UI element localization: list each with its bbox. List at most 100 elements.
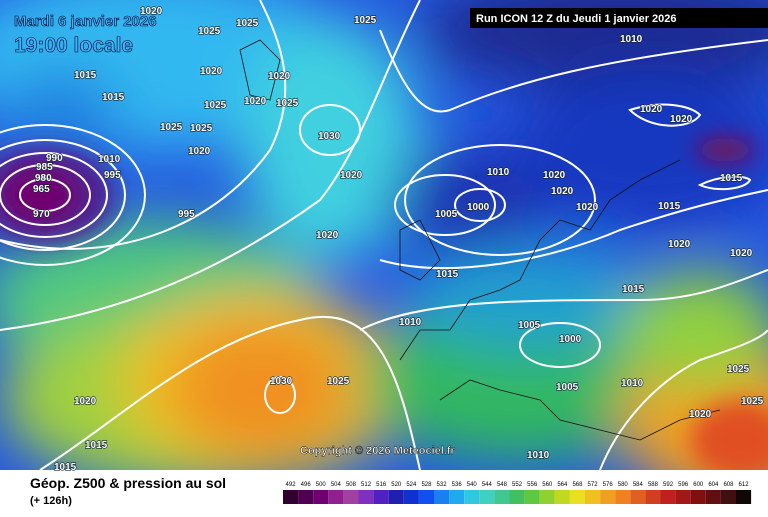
- isobar-label: 1020: [670, 114, 693, 125]
- scale-swatch: [479, 490, 495, 504]
- isobar-label: 1020: [543, 170, 566, 181]
- isobar-label: 1025: [727, 364, 750, 375]
- scale-label: 532: [437, 482, 448, 488]
- isobar-label: 1025: [741, 396, 764, 407]
- scale-swatch: [660, 490, 676, 504]
- scale-swatch: [509, 490, 525, 504]
- scale-swatch: [328, 490, 344, 504]
- scale-swatch: [449, 490, 465, 504]
- isobar-label: 1025: [327, 376, 350, 387]
- scale-label: 512: [361, 482, 372, 488]
- isobar-label: 1020: [730, 248, 753, 259]
- scale-swatch: [358, 490, 374, 504]
- scale-label: 580: [618, 482, 629, 488]
- scale-swatch: [403, 490, 419, 504]
- scale-label: 540: [467, 482, 478, 488]
- scale-label: 548: [497, 482, 508, 488]
- scale-label: 572: [588, 482, 599, 488]
- isobar-label: 980: [35, 173, 52, 184]
- isobar-label: 1010: [620, 34, 643, 45]
- scale-swatch: [690, 490, 706, 504]
- isobar-label: 1020: [140, 6, 163, 17]
- scale-label: 516: [376, 482, 387, 488]
- scale-swatch: [464, 490, 480, 504]
- isobar-label: 1025: [198, 26, 221, 37]
- isobar-label: 1015: [54, 462, 77, 473]
- scale-swatch: [494, 490, 510, 504]
- isobar-label: 1015: [436, 269, 459, 280]
- isobar-label: 1020: [668, 239, 691, 250]
- scale-label: 588: [648, 482, 659, 488]
- footer-lead: (+ 126h): [30, 495, 72, 507]
- scale-swatch: [283, 490, 299, 504]
- scale-swatch: [418, 490, 434, 504]
- scale-label: 536: [452, 482, 463, 488]
- scale-label: 600: [693, 482, 704, 488]
- coastlines: [239, 39, 721, 441]
- isobars: [0, 0, 768, 470]
- scale-label: 504: [331, 482, 342, 488]
- isobar-label: 1030: [318, 131, 341, 142]
- scale-label: 596: [678, 482, 689, 488]
- isobar-label: 1010: [621, 378, 644, 389]
- scale-swatch: [388, 490, 404, 504]
- scale-swatch: [630, 490, 646, 504]
- scale-swatch: [615, 490, 631, 504]
- isobar-label: 1025: [354, 15, 377, 26]
- isobar-label: 995: [104, 170, 121, 181]
- isobar-label: 1025: [204, 100, 227, 111]
- scale-swatch: [585, 490, 601, 504]
- isobar-label: 1010: [487, 167, 510, 178]
- time: 19:00 locale: [14, 34, 133, 57]
- isobar-label: 1010: [98, 154, 121, 165]
- isobar-label: 1020: [268, 71, 291, 82]
- isobar-label: 1025: [276, 98, 299, 109]
- isobar-label: 1015: [720, 173, 743, 184]
- scale-label: 552: [512, 482, 523, 488]
- scale-swatch: [554, 490, 570, 504]
- isobar-label: 1020: [640, 104, 663, 115]
- run: Run ICON 12 Z du Jeudi 1 janvier 2026: [476, 13, 677, 25]
- scale-swatch: [736, 490, 752, 504]
- scale-label: 592: [663, 482, 674, 488]
- scale-label: 524: [406, 482, 417, 488]
- isobar-label: 1000: [559, 334, 582, 345]
- isobar-label: 1025: [190, 123, 213, 134]
- scale-swatch: [705, 490, 721, 504]
- scale-swatch: [720, 490, 736, 504]
- isobar-label: 965: [33, 184, 50, 195]
- isobar-label: 1020: [340, 170, 363, 181]
- isobar-label: 1015: [74, 70, 97, 81]
- isobar-label: 1020: [200, 66, 223, 77]
- scale-swatch: [569, 490, 585, 504]
- isobar-label: 1020: [576, 202, 599, 213]
- scale-label: 556: [527, 482, 538, 488]
- scale-label: 500: [316, 482, 327, 488]
- isobar-label: 1010: [399, 317, 422, 328]
- scale-label: 564: [557, 482, 568, 488]
- isobar-label: 990: [46, 153, 63, 164]
- isobar-label: 1005: [556, 382, 579, 393]
- scale-label: 528: [421, 482, 432, 488]
- scale-swatch: [600, 490, 616, 504]
- isobar-label: 1010: [527, 450, 550, 461]
- isobar-label: 1020: [74, 396, 97, 407]
- scale-label: 544: [482, 482, 493, 488]
- scale-label: 576: [603, 482, 614, 488]
- isobar-label: 1005: [518, 320, 541, 331]
- copyright: Copyright © 2026 Meteociel.fr: [300, 445, 456, 457]
- scale-label: 612: [739, 482, 750, 488]
- isobar-label: 1005: [435, 209, 458, 220]
- scale-swatch: [539, 490, 555, 504]
- isobar-label: 1020: [244, 96, 267, 107]
- scale-label: 560: [542, 482, 553, 488]
- isobar-label: 1025: [160, 122, 183, 133]
- isobar-label: 1015: [102, 92, 125, 103]
- isobar-label: 1015: [658, 201, 681, 212]
- scale-label: 608: [723, 482, 734, 488]
- scale-label: 520: [391, 482, 402, 488]
- isobar-label: 1000: [467, 202, 490, 213]
- run-box: [470, 8, 768, 28]
- scale-swatch: [524, 490, 540, 504]
- isobar-label: 1020: [551, 186, 574, 197]
